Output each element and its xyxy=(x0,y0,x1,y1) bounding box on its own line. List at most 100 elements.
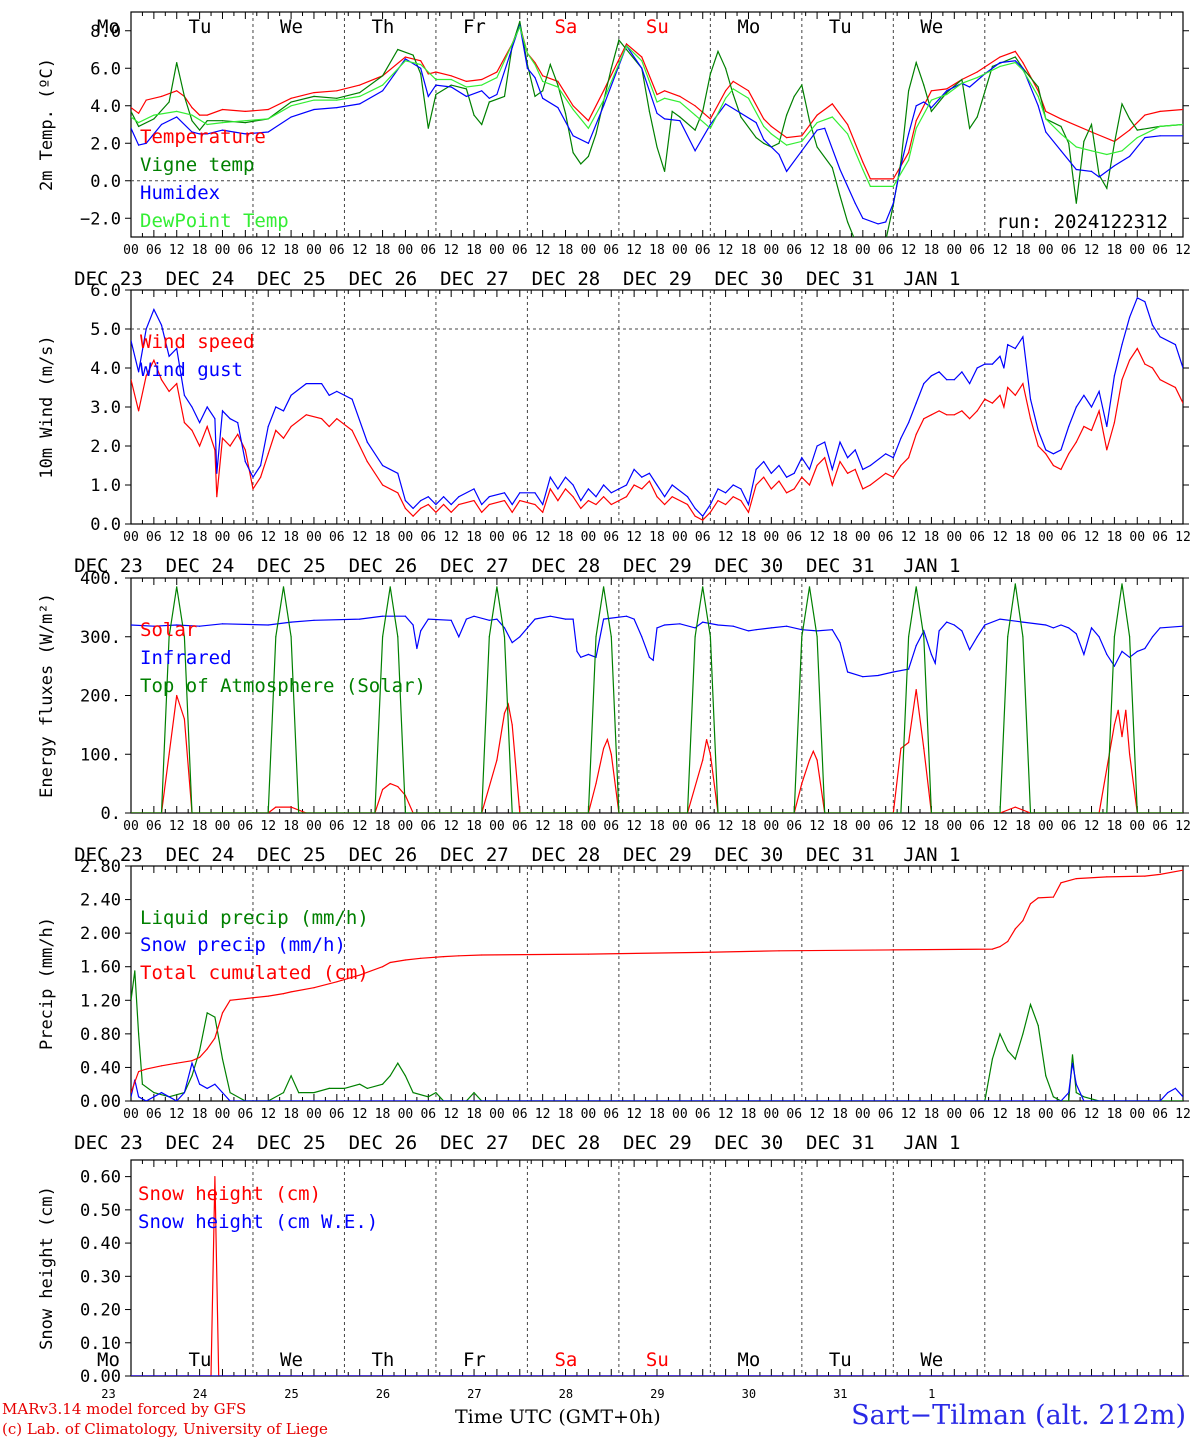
data-point-temperature xyxy=(862,161,864,163)
x-tick-label: 06 xyxy=(969,1107,985,1122)
data-point-dewpoint-temp xyxy=(869,185,872,187)
data-point-total-cumulated-cm xyxy=(382,966,384,968)
data-point-vigne-temp xyxy=(587,155,590,157)
data-point-dewpoint-temp xyxy=(465,86,467,88)
day-name: Mo xyxy=(737,1349,760,1371)
x-tick-label: 18 xyxy=(924,243,940,258)
data-point-total-cumulated-cm xyxy=(176,1062,178,1064)
date-label: 31 xyxy=(833,1387,847,1400)
y-tick-label: 1.60 xyxy=(80,958,121,978)
data-point-wind-gust xyxy=(1151,324,1154,326)
data-point-wind-speed xyxy=(305,414,307,416)
date-label: 24 xyxy=(193,1387,207,1400)
x-tick-label: 00 xyxy=(764,819,780,834)
data-point-top-of-atmosphere-solar xyxy=(389,586,391,588)
data-point-humidex xyxy=(999,62,1001,64)
data-point-infrared xyxy=(652,659,654,661)
data-point-infrared xyxy=(412,624,414,626)
data-point-infrared xyxy=(465,618,467,620)
data-point-infrared xyxy=(969,649,971,651)
data-point-vigne-temp xyxy=(1121,103,1123,105)
data-point-wind-gust xyxy=(1003,367,1005,369)
data-point-dewpoint-temp xyxy=(1090,150,1093,152)
data-point-top-of-atmosphere-solar xyxy=(298,812,300,813)
data-point-humidex xyxy=(450,86,452,88)
data-point-wind-gust xyxy=(763,461,765,463)
data-point-dewpoint-temp xyxy=(382,84,384,86)
data-point-humidex xyxy=(511,47,513,49)
data-point-top-of-atmosphere-solar xyxy=(404,812,406,813)
data-point-dewpoint-temp xyxy=(641,60,643,62)
data-point-humidex xyxy=(1113,165,1115,167)
data-point-wind-gust xyxy=(740,488,742,490)
data-point-wind-gust xyxy=(1052,453,1054,455)
day-name: We xyxy=(280,1349,303,1371)
x-tick-label: 18 xyxy=(192,530,208,545)
data-point-top-of-atmosphere-solar xyxy=(488,636,490,638)
data-point-top-of-atmosphere-solar xyxy=(168,636,170,638)
x-tick-label: 18 xyxy=(741,530,757,545)
data-point-humidex xyxy=(1098,176,1100,178)
data-point-wind-gust xyxy=(1144,301,1146,303)
x-tick-label: 12 xyxy=(626,1107,642,1122)
data-point-liquid-precip-mm-h xyxy=(1052,1096,1054,1098)
data-point-wind-speed xyxy=(176,383,178,385)
data-point-humidex xyxy=(1014,60,1016,62)
x-tick-label: 00 xyxy=(672,1107,688,1122)
legend-entry: Vigne temp xyxy=(140,154,254,176)
data-point-vigne-temp xyxy=(976,116,978,118)
data-point-wind-gust xyxy=(252,476,254,478)
data-point-solar xyxy=(900,747,902,750)
data-point-wind-speed xyxy=(412,515,414,517)
x-tick-label: 06 xyxy=(146,530,162,545)
data-point-vigne-temp xyxy=(847,221,849,223)
data-point-infrared xyxy=(488,619,490,621)
data-point-infrared xyxy=(770,627,772,629)
data-point-wind-gust xyxy=(138,371,140,373)
lab-credit: (c) Lab. of Climatology, University of L… xyxy=(2,1420,328,1438)
x-tick-label: 06 xyxy=(1061,243,1077,258)
data-point-temperature xyxy=(244,110,246,112)
data-point-humidex xyxy=(199,133,201,135)
x-tick-label: 18 xyxy=(283,530,299,545)
data-point-top-of-atmosphere-solar xyxy=(686,812,689,813)
data-point-wind-gust xyxy=(664,496,666,498)
data-point-humidex xyxy=(763,138,765,141)
data-point-wind-gust xyxy=(801,457,803,459)
data-point-temperature xyxy=(450,75,452,77)
data-point-dewpoint-temp xyxy=(290,105,292,107)
data-point-humidex xyxy=(587,142,590,144)
data-point-vigne-temp xyxy=(412,54,414,56)
data-point-infrared xyxy=(1098,636,1100,638)
data-point-wind-gust xyxy=(183,394,185,396)
data-point-wind-gust xyxy=(702,515,704,517)
legend-entry: Infrared xyxy=(140,647,232,669)
data-point-humidex xyxy=(427,95,429,97)
data-point-infrared xyxy=(1136,650,1138,653)
data-point-dewpoint-temp xyxy=(206,123,208,126)
data-point-solar xyxy=(808,759,811,761)
x-tick-label: 18 xyxy=(375,819,391,834)
data-point-infrared xyxy=(892,671,894,673)
y-tick-label: 0. xyxy=(101,804,121,824)
data-point-humidex xyxy=(740,112,742,114)
data-point-wind-speed xyxy=(961,410,963,412)
data-point-infrared xyxy=(1068,627,1070,629)
date-label: DEC 28 xyxy=(532,268,601,290)
data-point-temperature xyxy=(664,90,666,92)
data-point-humidex xyxy=(1075,168,1077,171)
data-point-wind-gust xyxy=(686,496,689,498)
x-tick-label: 06 xyxy=(786,243,802,258)
data-point-humidex xyxy=(206,133,208,135)
date-label: DEC 25 xyxy=(257,555,326,577)
data-point-dewpoint-temp xyxy=(267,118,269,120)
x-tick-label: 12 xyxy=(718,243,734,258)
data-point-infrared xyxy=(953,624,955,626)
data-point-wind-gust xyxy=(321,383,323,385)
data-point-snow-height-cm-w-e xyxy=(1182,1375,1183,1376)
data-point-vigne-temp xyxy=(946,92,948,94)
data-point-vigne-temp xyxy=(885,240,886,241)
x-tick-label: 00 xyxy=(215,819,231,834)
data-point-wind-speed xyxy=(892,476,894,478)
data-point-top-of-atmosphere-solar xyxy=(908,636,910,638)
